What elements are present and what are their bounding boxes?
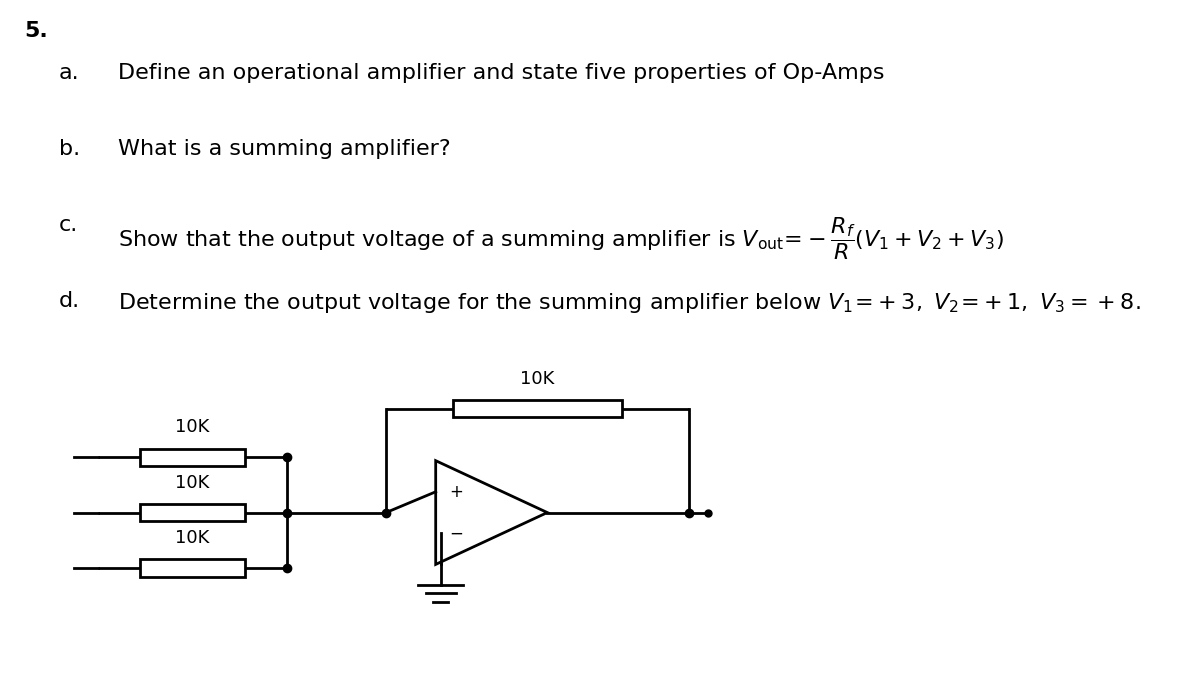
Text: Define an operational amplifier and state five properties of Op-Amps: Define an operational amplifier and stat… [119, 63, 884, 83]
Text: 10K: 10K [520, 370, 554, 388]
Text: 5.: 5. [24, 22, 48, 41]
Bar [140, 559, 246, 577]
Text: d.: d. [59, 291, 80, 312]
Text: 10K: 10K [175, 474, 210, 492]
Text: Show that the output voltage of a summing amplifier is $V_\mathrm{out}\!=\! -\df: Show that the output voltage of a summin… [119, 215, 1004, 262]
Bar [140, 449, 246, 466]
Text: b.: b. [59, 139, 80, 159]
Text: 10K: 10K [175, 529, 210, 547]
Text: Determine the output voltage for the summing amplifier below $V_1\!=\!+3,\ V_2\!: Determine the output voltage for the sum… [119, 291, 1141, 315]
Text: c.: c. [59, 215, 78, 235]
Text: −: − [450, 524, 463, 542]
Text: +: + [450, 483, 463, 500]
Bar [452, 400, 622, 417]
Bar [140, 504, 246, 522]
Text: 10K: 10K [175, 419, 210, 437]
Text: a.: a. [59, 63, 79, 83]
Text: What is a summing amplifier?: What is a summing amplifier? [119, 139, 451, 159]
